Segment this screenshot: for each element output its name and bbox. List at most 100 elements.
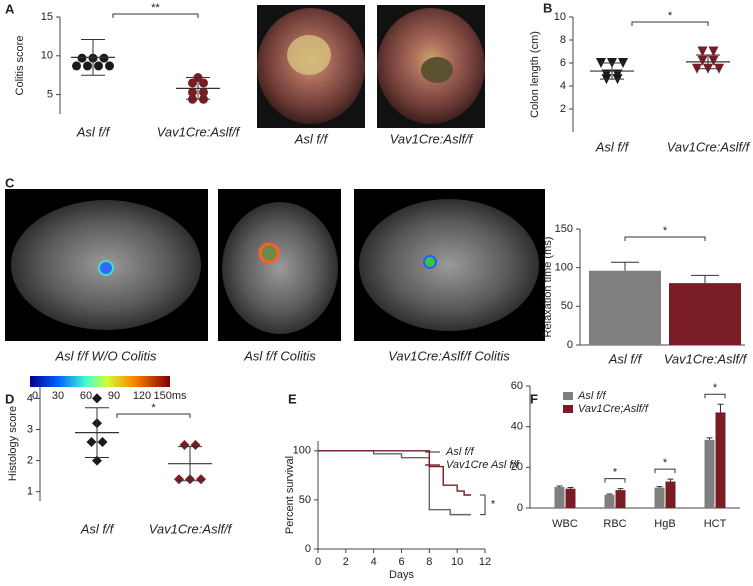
mri-body: [222, 202, 338, 334]
y-tick-label: 150: [555, 223, 573, 235]
y-tick-label: 0: [305, 543, 311, 555]
bar: [615, 490, 626, 508]
legend-swatch: [563, 405, 573, 413]
significance-label: *: [663, 225, 668, 237]
data-point: [179, 440, 190, 451]
significance-bracket: [604, 478, 626, 483]
survival-line: [318, 450, 472, 496]
data-point: [92, 393, 102, 404]
bar: [665, 481, 676, 508]
y-tick-label: 50: [299, 494, 311, 506]
y-tick-label: 20: [511, 461, 523, 473]
x-tick-label: Asl f/f: [608, 351, 643, 366]
y-tick-label: 10: [554, 11, 566, 23]
x-tick-label: 4: [371, 556, 377, 568]
panel-label: B: [543, 0, 552, 15]
y-tick-label: 0: [567, 339, 573, 351]
legend-label: Asl f/f: [577, 390, 606, 402]
significance-bracket: [704, 393, 726, 399]
data-point: [199, 78, 208, 88]
data-point: [83, 61, 92, 71]
y-tick-label: 100: [293, 445, 311, 457]
x-axis-label: Days: [389, 569, 415, 581]
endoscopy-lesion: [421, 57, 453, 83]
error-bar: [186, 77, 210, 100]
panel-label: E: [288, 391, 297, 406]
y-tick-label: 3: [27, 423, 33, 435]
y-tick-label: 60: [511, 380, 523, 392]
significance-bracket: [116, 413, 191, 418]
x-tick-label: Vav1Cre:Aslf/f: [157, 124, 241, 139]
data-point: [92, 455, 102, 466]
panel-label: D: [5, 391, 14, 406]
significance-label: *: [151, 402, 156, 414]
y-tick-label: 1: [27, 486, 33, 498]
y-tick-label: 4: [560, 80, 566, 92]
significance-label: **: [151, 2, 160, 14]
x-tick-label: Vav1Cre:Aslf/f: [149, 521, 233, 536]
bar: [654, 487, 665, 508]
x-tick-label: 10: [451, 556, 463, 568]
mri-body: [359, 199, 539, 331]
error-bar: [85, 407, 109, 458]
y-axis-label: Colitis score: [14, 36, 26, 96]
y-tick-label: 50: [561, 300, 573, 312]
significance-bracket: [654, 468, 676, 474]
mri-roi: [98, 260, 114, 276]
endoscopy-images: [257, 5, 485, 128]
data-point: [697, 46, 708, 57]
significance-label: *: [713, 382, 718, 394]
y-tick-label: 15: [41, 11, 53, 23]
y-tick-label: 5: [47, 89, 53, 101]
y-tick-label: 8: [560, 34, 566, 46]
mri-images: [5, 189, 545, 387]
colorbar: [30, 376, 170, 387]
x-tick-label: 0: [315, 556, 321, 568]
legend-swatch: [563, 392, 573, 400]
mri-roi: [258, 242, 280, 264]
colorbar-tick-label: 0: [32, 390, 38, 402]
significance-label: *: [613, 467, 618, 479]
y-axis-label: Relaxation time (ms): [542, 237, 554, 338]
y-tick-label: 100: [555, 262, 573, 274]
x-tick-label: HCT: [704, 518, 727, 530]
bar: [715, 412, 726, 508]
bar: [565, 488, 576, 508]
colorbar-tick-label: 120: [133, 390, 151, 402]
x-tick-label: 8: [426, 556, 432, 568]
y-tick-label: 10: [41, 50, 53, 62]
data-point: [708, 46, 719, 57]
y-axis-label: Histology score: [7, 406, 19, 481]
x-tick-label: 6: [398, 556, 404, 568]
error-bar: [81, 39, 105, 76]
legend-label: Vav1Cre;Aslf/f: [578, 403, 649, 415]
image-caption: Asl f/f W/O Colitis: [54, 348, 157, 363]
data-point: [72, 61, 81, 71]
error-bar: [611, 261, 639, 271]
image-caption: Asl f/f: [294, 131, 329, 146]
image-caption: Vav1Cre:Aslf/f Colitis: [388, 348, 510, 363]
y-tick-label: 4: [27, 392, 33, 404]
colorbar-tick-label: 150ms: [153, 390, 187, 402]
legend-label: Asl f/f: [445, 446, 474, 458]
x-tick-label: Asl f/f: [595, 139, 630, 154]
legend-label: Vav1Cre Asl f/f: [446, 459, 519, 471]
data-point: [196, 474, 206, 485]
data-point: [697, 55, 708, 66]
image-caption: Vav1Cre:Aslf/f: [390, 131, 474, 146]
significance-bracket: [112, 13, 199, 18]
significance-label: *: [668, 10, 673, 22]
significance-bracket: [624, 236, 706, 241]
survival-line: [318, 450, 472, 516]
colorbar-tick-label: 30: [52, 390, 64, 402]
x-tick-label: 12: [479, 556, 491, 568]
data-point: [105, 61, 114, 71]
data-point: [94, 61, 103, 71]
error-bar: [178, 446, 202, 482]
x-tick-label: Asl f/f: [80, 521, 115, 536]
bar: [589, 270, 661, 345]
panel-label: A: [5, 1, 15, 16]
x-tick-label: 2: [343, 556, 349, 568]
x-tick-label: Vav1Cre:Aslf/f: [664, 351, 748, 366]
